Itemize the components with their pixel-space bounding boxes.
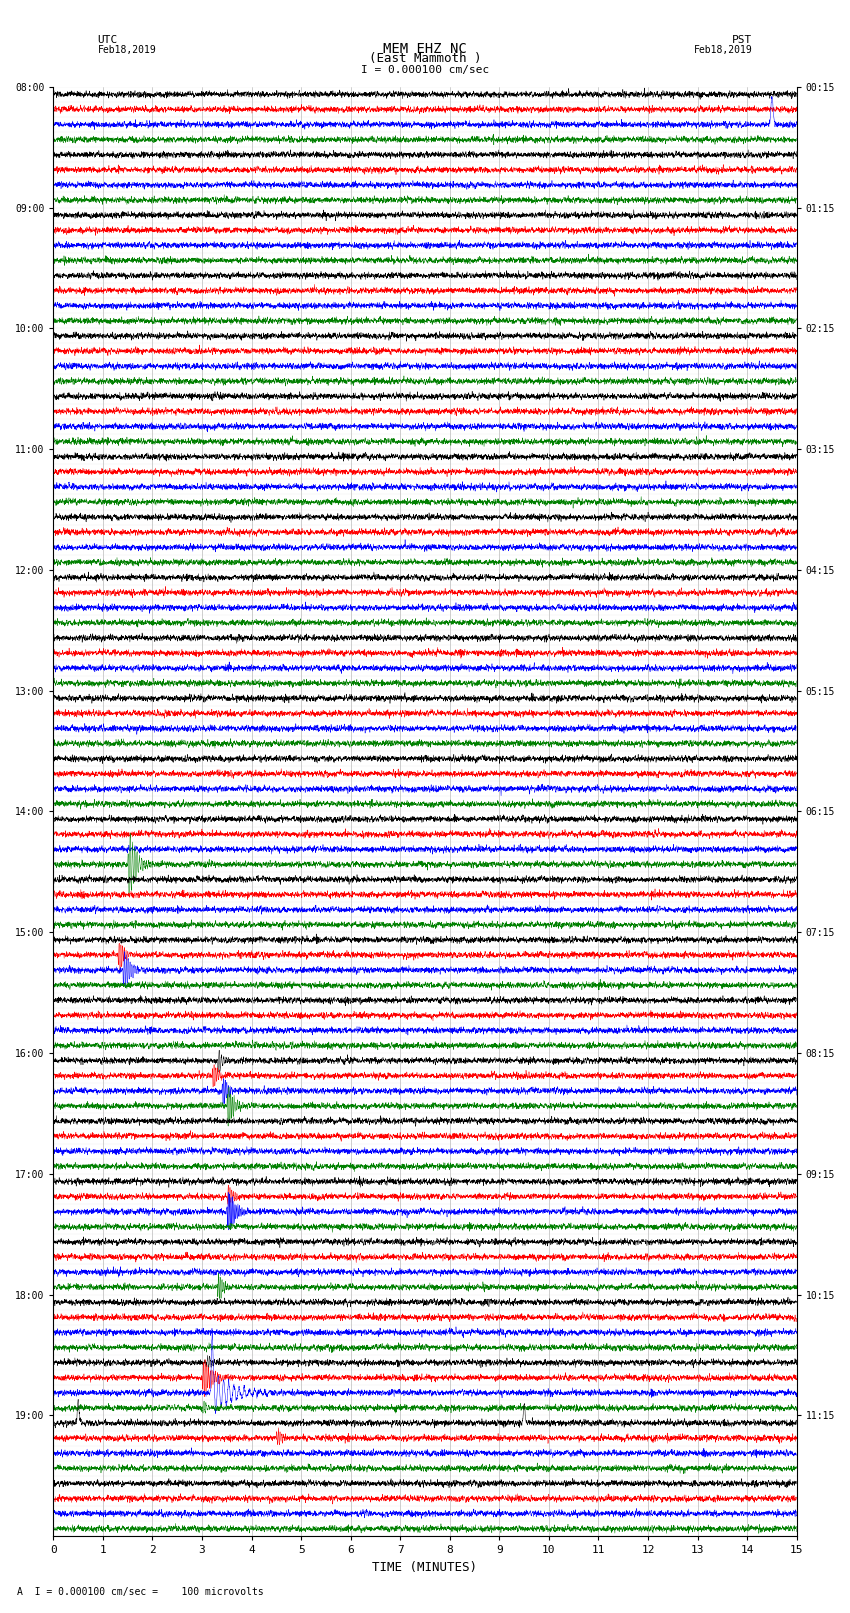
Text: MEM EHZ NC: MEM EHZ NC xyxy=(383,42,467,56)
Text: Feb18,2019: Feb18,2019 xyxy=(98,45,156,55)
X-axis label: TIME (MINUTES): TIME (MINUTES) xyxy=(372,1561,478,1574)
Text: Feb18,2019: Feb18,2019 xyxy=(694,45,752,55)
Text: I = 0.000100 cm/sec: I = 0.000100 cm/sec xyxy=(361,65,489,74)
Text: (East Mammoth ): (East Mammoth ) xyxy=(369,52,481,65)
Text: A  I = 0.000100 cm/sec =    100 microvolts: A I = 0.000100 cm/sec = 100 microvolts xyxy=(17,1587,264,1597)
Text: PST: PST xyxy=(732,35,752,45)
Text: UTC: UTC xyxy=(98,35,118,45)
